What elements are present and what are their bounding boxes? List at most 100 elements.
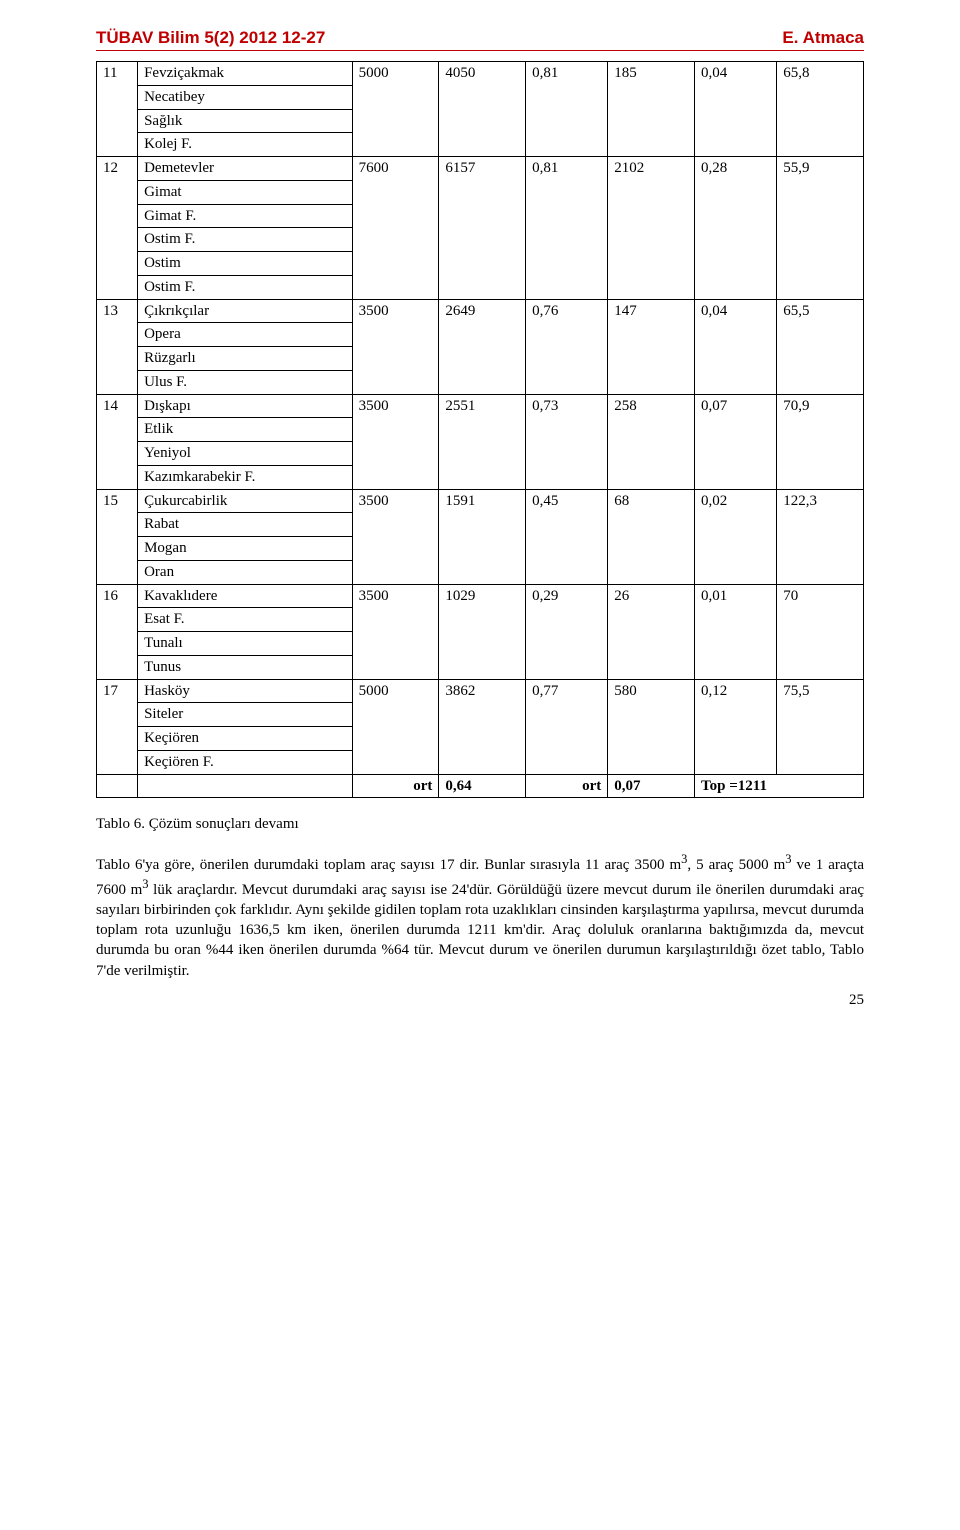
- row-index: 16: [97, 584, 138, 679]
- row-name: Fevziçakmak: [138, 62, 353, 86]
- row-name: Ulus F.: [138, 370, 353, 394]
- cell-value: 68: [608, 489, 695, 584]
- cell-value: 2649: [439, 299, 526, 394]
- row-index: 15: [97, 489, 138, 584]
- row-name: Sağlık: [138, 109, 353, 133]
- row-name: Gimat F.: [138, 204, 353, 228]
- cell-value: 0,76: [526, 299, 608, 394]
- cell-value: 1029: [439, 584, 526, 679]
- cell-value: 0,28: [695, 157, 777, 300]
- cell-value: 0,73: [526, 394, 608, 489]
- para-text-4: lük araçlardır. Mevcut durumdaki araç sa…: [96, 882, 864, 979]
- cell-value: 2551: [439, 394, 526, 489]
- footer-cell: [138, 774, 353, 798]
- row-name: Oran: [138, 560, 353, 584]
- row-index: 11: [97, 62, 138, 157]
- row-index: 13: [97, 299, 138, 394]
- row-name: Çıkrıkçılar: [138, 299, 353, 323]
- footer-cell: [97, 774, 138, 798]
- cell-value: 0,04: [695, 299, 777, 394]
- cell-value: 3500: [352, 299, 439, 394]
- cell-value: 580: [608, 679, 695, 774]
- row-name: Kolej F.: [138, 133, 353, 157]
- row-index: 12: [97, 157, 138, 300]
- page-number: 25: [849, 992, 864, 1009]
- table-footer-row: ort0,64ort0,07Top =1211: [97, 774, 864, 798]
- cell-value: 4050: [439, 62, 526, 157]
- body-paragraph: Tablo 6'ya göre, önerilen durumdaki topl…: [96, 851, 864, 981]
- row-name: Çukurcabirlik: [138, 489, 353, 513]
- cell-value: 5000: [352, 679, 439, 774]
- row-name: Ostim: [138, 252, 353, 276]
- row-name: Etlik: [138, 418, 353, 442]
- row-name: Tunalı: [138, 632, 353, 656]
- cell-value: 3500: [352, 584, 439, 679]
- row-name: Siteler: [138, 703, 353, 727]
- cell-value: 122,3: [777, 489, 864, 584]
- cell-value: 6157: [439, 157, 526, 300]
- cell-value: 0,04: [695, 62, 777, 157]
- footer-cell: 0,64: [439, 774, 526, 798]
- cell-value: 258: [608, 394, 695, 489]
- header-journal-name: TÜBAV Bilim: [96, 28, 204, 47]
- row-name: Dışkapı: [138, 394, 353, 418]
- cell-value: 0,81: [526, 157, 608, 300]
- header-author: E. Atmaca: [782, 28, 864, 48]
- row-name: Ostim F.: [138, 275, 353, 299]
- header-journal: TÜBAV Bilim 5(2) 2012 12-27: [96, 28, 325, 48]
- cell-value: 75,5: [777, 679, 864, 774]
- results-table: 11Fevziçakmak500040500,811850,0465,8Neca…: [96, 61, 864, 798]
- row-name: Ostim F.: [138, 228, 353, 252]
- cell-value: 55,9: [777, 157, 864, 300]
- cell-value: 70: [777, 584, 864, 679]
- table-row: 14Dışkapı350025510,732580,0770,9: [97, 394, 864, 418]
- cell-value: 3500: [352, 394, 439, 489]
- row-name: Hasköy: [138, 679, 353, 703]
- row-name: Demetevler: [138, 157, 353, 181]
- cell-value: 3500: [352, 489, 439, 584]
- row-name: Keçiören: [138, 727, 353, 751]
- table-row: 11Fevziçakmak500040500,811850,0465,8: [97, 62, 864, 86]
- cell-value: 0,45: [526, 489, 608, 584]
- cell-value: 0,77: [526, 679, 608, 774]
- table-row: 12Demetevler760061570,8121020,2855,9: [97, 157, 864, 181]
- row-index: 14: [97, 394, 138, 489]
- running-header: TÜBAV Bilim 5(2) 2012 12-27 E. Atmaca: [96, 28, 864, 51]
- header-issue-pages: (2) 2012 12-27: [214, 28, 326, 47]
- row-name: Opera: [138, 323, 353, 347]
- cell-value: 0,12: [695, 679, 777, 774]
- cell-value: 26: [608, 584, 695, 679]
- row-name: Esat F.: [138, 608, 353, 632]
- para-text-2: , 5 araç 5000 m: [687, 857, 785, 873]
- cell-value: 65,5: [777, 299, 864, 394]
- row-name: Gimat: [138, 180, 353, 204]
- cell-value: 2102: [608, 157, 695, 300]
- cell-value: 147: [608, 299, 695, 394]
- header-volume: 5: [204, 28, 213, 47]
- cell-value: 0,02: [695, 489, 777, 584]
- cell-value: 3862: [439, 679, 526, 774]
- footer-cell: 0,07: [608, 774, 695, 798]
- row-name: Mogan: [138, 537, 353, 561]
- cell-value: 65,8: [777, 62, 864, 157]
- cell-value: 7600: [352, 157, 439, 300]
- cell-value: 70,9: [777, 394, 864, 489]
- row-name: Kavaklıdere: [138, 584, 353, 608]
- cell-value: 1591: [439, 489, 526, 584]
- row-name: Yeniyol: [138, 442, 353, 466]
- row-name: Rüzgarlı: [138, 347, 353, 371]
- para-text-1: Tablo 6'ya göre, önerilen durumdaki topl…: [96, 857, 681, 873]
- table-row: 16Kavaklıdere350010290,29260,0170: [97, 584, 864, 608]
- table-row: 17Hasköy500038620,775800,1275,5: [97, 679, 864, 703]
- cell-value: 5000: [352, 62, 439, 157]
- footer-cell: ort: [352, 774, 439, 798]
- table-row: 13Çıkrıkçılar350026490,761470,0465,5: [97, 299, 864, 323]
- page: TÜBAV Bilim 5(2) 2012 12-27 E. Atmaca 11…: [0, 0, 960, 1021]
- cell-value: 0,07: [695, 394, 777, 489]
- cell-value: 0,81: [526, 62, 608, 157]
- cell-value: 0,29: [526, 584, 608, 679]
- cell-value: 0,01: [695, 584, 777, 679]
- footer-cell: Top =1211: [695, 774, 864, 798]
- cell-value: 185: [608, 62, 695, 157]
- row-name: Kazımkarabekir F.: [138, 465, 353, 489]
